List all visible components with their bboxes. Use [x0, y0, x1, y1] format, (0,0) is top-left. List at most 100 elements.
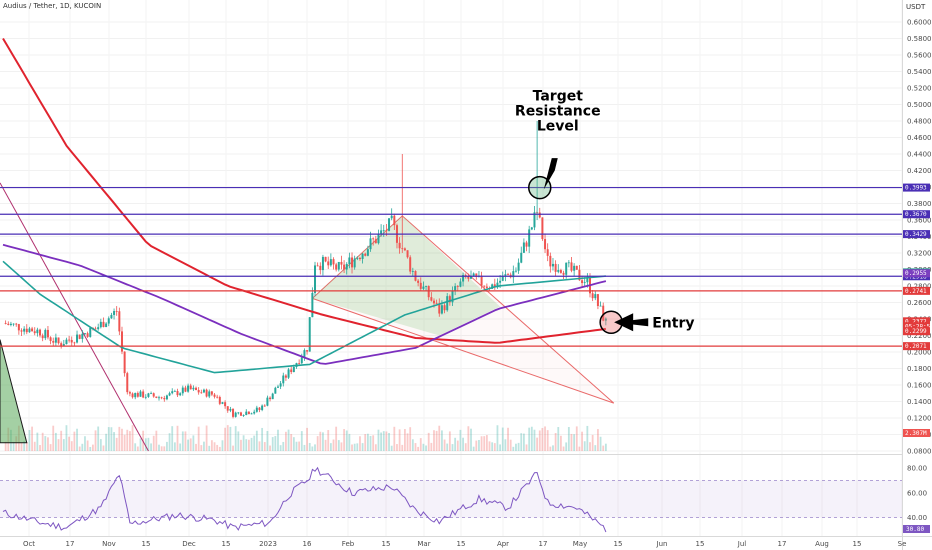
volume-bar: [462, 437, 464, 451]
y-tick-label: 0.0800: [907, 448, 932, 456]
candle-body: [337, 261, 340, 270]
candle-body: [464, 275, 467, 276]
time-axis[interactable]: Oct 17 Nov 15 Dec 15 2023 16 Feb 15 Mar 15 Apr 17 May 1…: [23, 540, 906, 548]
volume-bar: [242, 435, 245, 451]
candle-body: [173, 391, 176, 392]
volume-bar: [422, 443, 425, 451]
volume-bar: [266, 430, 269, 451]
y-tick-label: 0.3200: [907, 250, 932, 258]
candle-body: [581, 280, 584, 284]
candle-body: [311, 292, 314, 318]
chart-title: Audius / Tether, 1D, KUCOIN: [3, 2, 101, 10]
volume-bar: [340, 442, 343, 451]
candle-body: [269, 397, 272, 400]
volume-bar: [81, 443, 84, 451]
candle-body: [406, 250, 409, 258]
candle-body: [462, 275, 465, 282]
candle-body: [345, 263, 348, 270]
volume-bar: [599, 436, 602, 451]
osc-tick-label: 80.00: [907, 465, 927, 473]
y-tick-label: 0.6000: [907, 19, 932, 27]
price-badge: [903, 327, 930, 336]
candle-body: [591, 293, 594, 299]
volume-bar: [430, 442, 433, 451]
candle-body: [200, 392, 203, 394]
candle-body: [432, 300, 435, 304]
rsi-line: [2, 466, 607, 533]
volume-bar: [441, 430, 443, 451]
candle-body: [160, 397, 163, 399]
volume-bar: [562, 446, 565, 451]
candle-body: [155, 396, 158, 398]
x-tick-label: May: [573, 540, 587, 548]
volume-bar: [488, 441, 491, 451]
candle-body: [390, 215, 393, 219]
volume-bar: [107, 427, 110, 451]
annotation-text: Level: [537, 118, 579, 134]
volume-bar: [250, 437, 253, 451]
y-tick-label: 0.2000: [907, 349, 932, 357]
candle-body: [541, 217, 544, 240]
volume-bar: [285, 431, 287, 451]
volume-bar: [364, 434, 367, 451]
candle-body: [467, 275, 470, 279]
volume-bar: [324, 439, 327, 451]
candle-body: [105, 323, 108, 328]
price-badge-label: 0.2071: [905, 343, 927, 350]
candle-body: [575, 265, 578, 270]
candle-body: [292, 366, 295, 373]
volume-bar: [118, 426, 121, 451]
candle-body: [39, 329, 42, 336]
price-badge: [903, 286, 930, 295]
candle-body: [152, 393, 155, 397]
volume-bar: [47, 437, 49, 451]
volume-bar: [377, 429, 380, 451]
volume-bar: [393, 426, 396, 451]
candle-body: [329, 259, 332, 266]
candle-body: [314, 265, 317, 293]
candle-body: [142, 391, 145, 398]
candle-body: [480, 275, 483, 286]
volume-bar: [541, 427, 544, 451]
candle-body: [517, 262, 520, 271]
candle-body: [12, 323, 15, 325]
candle-body: [89, 327, 92, 337]
volume-bar: [396, 444, 398, 451]
price-badge: [903, 183, 930, 192]
volume-bar: [533, 429, 536, 451]
volume-bar: [25, 441, 28, 451]
volume-bars: [4, 425, 607, 451]
candle-body: [570, 262, 573, 271]
candle-body: [559, 270, 562, 273]
volume-bar: [76, 428, 78, 451]
candle-body: [372, 238, 375, 240]
y-tick-label: 0.4200: [907, 167, 932, 175]
price-badge-label: 0.2955: [905, 270, 927, 277]
volume-bar: [594, 445, 597, 451]
volume-badge: [903, 429, 930, 437]
candle-body: [253, 411, 256, 414]
volume-bar: [113, 432, 115, 451]
candle-body: [366, 249, 369, 256]
ma-red-line: [2, 37, 607, 344]
volume-bar: [306, 427, 308, 451]
annotation-text: Target: [533, 88, 584, 104]
volume-bar: [565, 442, 568, 451]
x-tick-label: Mar: [417, 540, 430, 548]
target-arrow: [543, 158, 558, 190]
volume-bar: [261, 427, 264, 451]
y-tick-label: 0.5200: [907, 85, 932, 93]
y-tick-label: 0.3600: [907, 217, 932, 225]
candle-body: [128, 392, 131, 394]
volume-bar: [604, 443, 607, 451]
candle-body: [245, 411, 248, 416]
volume-bar: [343, 429, 345, 451]
candle-body: [33, 331, 36, 334]
candle-body: [514, 270, 517, 272]
candle-body: [136, 393, 139, 397]
x-tick-label: 15: [696, 540, 705, 548]
candle-body: [348, 257, 351, 264]
candle-body: [454, 286, 457, 291]
volume-bar: [78, 446, 81, 451]
